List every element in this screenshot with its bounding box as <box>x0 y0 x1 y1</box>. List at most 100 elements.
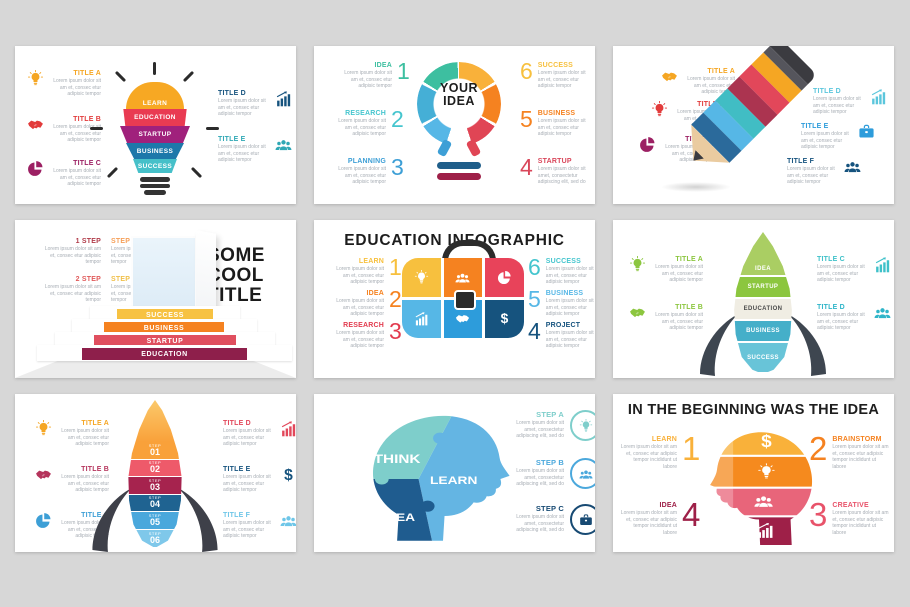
item-title: IDEA <box>374 62 392 69</box>
item-title: STEP A <box>536 410 564 419</box>
item-description: Lorem ipsum dolor sit am et, consec etur… <box>655 264 703 283</box>
numbered-item-1: LEARN Lorem ipsum dolor sit am et, consec… <box>330 255 402 286</box>
step-item-1: 1 STEP Lorem ipsum dolor sit am et, conse… <box>43 238 101 266</box>
segment-label: BUSINESS <box>746 328 780 334</box>
item-title: BRAINSTORM <box>832 436 882 443</box>
item-description: Lorem ipsum dolor sit am et, consec etur… <box>801 131 849 150</box>
item-number: 1 <box>397 58 410 84</box>
item-number: 4 <box>520 154 533 180</box>
item-description: Lorem ipsum dolor sit am et, consec etur… <box>687 76 735 95</box>
item-description: Lorem ipsum dolor sit am et, consec etur… <box>336 298 384 317</box>
handshake-icon <box>629 304 646 321</box>
rocket-step: STEP 04 <box>128 494 182 511</box>
segment-label: SUCCESS <box>137 162 173 170</box>
slide-puzzle-head: THINK LEARN IDEA STEP A Lorem ipsum dolor… <box>314 394 595 552</box>
rocket-fin-right <box>788 314 826 376</box>
item-description: Lorem ipsum dolor sit am et, consec etur… <box>53 124 101 143</box>
item-title: TITLE D <box>223 420 251 427</box>
numbered-item-3: RESEARCH Lorem ipsum dolor sit am et, con… <box>330 319 402 350</box>
item-description: Lorem ipsum dolor sit am et, consec etur… <box>817 312 865 331</box>
item-number: 5 <box>520 106 533 132</box>
item-title: LEARN <box>358 258 384 265</box>
pie-chart-icon <box>639 136 656 153</box>
item-description: Lorem ipsum dolor sit am et, consec etur… <box>218 144 266 163</box>
item-description: Lorem ipsum dolor sit am et, consec etur… <box>338 118 386 137</box>
item-title: TITLE C <box>81 512 109 519</box>
piece-label-think: THINK <box>374 451 421 465</box>
info-item-e: TITLE E Lorem ipsum dolor sit am et, cons… <box>218 136 292 164</box>
item-description: Lorem ipsum dolor sit am et, consec etur… <box>44 284 101 303</box>
bulb-base-bar <box>140 183 170 188</box>
item-title: BUSINESS <box>537 110 576 117</box>
item-title: TITLE B <box>73 116 101 123</box>
handshake-icon <box>455 311 470 326</box>
stair-label: BUSINESS <box>143 324 185 332</box>
item-description: Lorem ipsum dolor sit am et, consec etur… <box>336 330 384 349</box>
segment-label: EDUCATION <box>134 114 176 121</box>
item-title: TITLE F <box>787 158 815 165</box>
slide-idea-head: IN THE BEGINNING WAS THE IDEA LEARN Lorem… <box>613 394 894 552</box>
item-title: BUSINESS <box>545 290 584 297</box>
briefcase-cell <box>485 299 524 338</box>
segment-label: STARTUP <box>138 131 172 138</box>
bulb-segment: BUSINESS <box>126 143 184 159</box>
slide-title: SOME COOL TITLE <box>207 245 265 306</box>
item-number: 4 <box>682 496 701 533</box>
item-description: Lorem ipsum dolor sit amet, consectetur … <box>516 468 564 487</box>
step-number: 06 <box>149 534 160 545</box>
puzzle-head-diagram: THINK LEARN IDEA <box>372 415 510 541</box>
item-description: Lorem ipsum dolor sit amet, consectetur … <box>537 166 586 185</box>
rocket-nose-cone <box>128 400 182 442</box>
numbered-item-3: 3 CREATIVE Lorem ipsum dolor sit am et, c… <box>809 498 890 536</box>
item-title: STARTUP <box>537 158 572 165</box>
item-title: TITLE D <box>813 88 841 95</box>
numbered-item-3: PLANNING Lorem ipsum dolor sit am et, con… <box>330 155 404 186</box>
lightbulb-icon <box>629 256 646 273</box>
handshake-icon <box>35 466 52 483</box>
center-title: YOUR IDEA <box>439 81 479 109</box>
slide-rocket-steps: TITLE A Lorem ipsum dolor sit am et, cons… <box>15 394 296 552</box>
slide-pencil: TITLE A Lorem ipsum dolor sit am et, cons… <box>613 46 894 204</box>
idea-head-diagram <box>710 431 813 545</box>
slide-title: EDUCATION INFOGRAPHIC <box>344 232 565 249</box>
info-item-d: TITLE D Lorem ipsum dolor sit am et, cons… <box>218 90 292 118</box>
item-title: STEP B <box>535 458 564 467</box>
item-number: 2 <box>391 106 404 132</box>
item-title: 2 STEP <box>75 276 101 283</box>
rocket-diagram: IDEA STARTUP EDUCATION BUSINESS SUCCESS <box>700 232 826 376</box>
numbered-item-1: IDEA Lorem ipsum dolor sit am et, consec … <box>336 58 410 90</box>
slide-briefcase: EDUCATION INFOGRAPHIC LEARN Lorem ipsum d… <box>314 220 595 378</box>
slide-bulb-layers: TITLE A Lorem ipsum dolor sit am et, cons… <box>15 46 296 204</box>
step-item-2: 2 STEP Lorem ipsum dolor sit am et, conse… <box>43 276 101 304</box>
lightbulb-diagram: LEARN EDUCATION STARTUP BUSINESS SUCCESS <box>90 62 219 195</box>
step-number: 03 <box>149 481 160 492</box>
dollar-icon <box>280 466 296 483</box>
item-description: Lorem ipsum dolor sit am et, consec etur… <box>53 78 101 97</box>
template-grid: TITLE A Lorem ipsum dolor sit am et, cons… <box>15 46 894 552</box>
info-item-a: TITLE A Lorem ipsum dolor sit am et, cons… <box>629 256 703 284</box>
item-title: IDEA <box>659 502 677 509</box>
team-icon <box>844 158 861 175</box>
item-title: CREATIVE <box>832 502 869 509</box>
stair-label: EDUCATION <box>141 350 188 358</box>
segment-label: IDEA <box>755 266 771 272</box>
rocket-segment: IDEA <box>734 232 792 275</box>
item-description: Lorem ipsum dolor sit am et, consec etur… <box>813 96 861 115</box>
slide-stairs-door: 1 STEP Lorem ipsum dolor sit am et, conse… <box>15 220 296 378</box>
item-description: Lorem ipsum dolor sit am et, consec etur… <box>338 166 386 185</box>
open-door <box>133 238 195 314</box>
briefcase-handle <box>442 240 496 265</box>
segment-label: BUSINESS <box>136 147 174 155</box>
item-description: Lorem ipsum dolor sit am et, consec etur… <box>223 428 271 447</box>
item-description: Lorem ipsum dolor sit am et, consec etur… <box>537 70 586 89</box>
numbered-item-6: 6 SUCCESS Lorem ipsum dolor sit am et, co… <box>528 255 595 286</box>
info-item-a: TITLE A Lorem ipsum dolor sit am et, cons… <box>661 68 735 96</box>
stair-label: STARTUP <box>146 337 184 345</box>
ray <box>206 127 219 130</box>
item-description: Lorem ipsum dolor sit am et, consec etur… <box>61 428 109 447</box>
piece-label-learn: LEARN <box>430 474 477 486</box>
slide-bulb-ring: IDEA Lorem ipsum dolor sit am et, consec … <box>314 46 595 204</box>
info-item-f: TITLE F Lorem ipsum dolor sit am et, cons… <box>223 512 296 540</box>
